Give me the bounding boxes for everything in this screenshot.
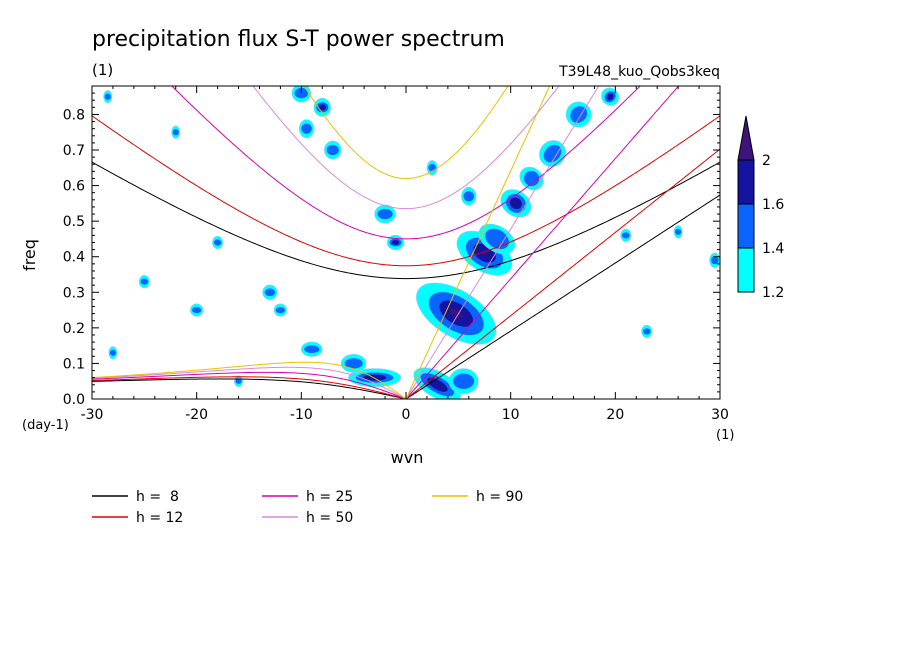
y-tick-label-4: 0.4 bbox=[63, 250, 85, 266]
contour-patch-32-level-1 bbox=[235, 378, 242, 384]
contour-patch-5-level-1 bbox=[543, 144, 562, 163]
contour-patch-2-level-1 bbox=[485, 228, 509, 250]
kelvin-line-h25 bbox=[405, 86, 680, 399]
kelvin-line-h8 bbox=[405, 194, 720, 399]
dispersion-curves bbox=[92, 86, 720, 399]
y-tick-label-2: 0.2 bbox=[63, 321, 85, 337]
contour-patch-29-level-1 bbox=[642, 328, 651, 335]
contour-patch-17-level-1 bbox=[377, 208, 393, 220]
contour-patch-13-level-1 bbox=[294, 87, 309, 99]
x-tick-label-0: -30 bbox=[81, 407, 104, 423]
contour-patch-7-level-2 bbox=[606, 93, 614, 101]
er-curve-h50 bbox=[92, 366, 407, 399]
contour-patch-15-level-1 bbox=[326, 144, 339, 156]
contour-patch-31-level-1 bbox=[172, 129, 179, 136]
contour-patch-22-level-1 bbox=[192, 307, 202, 314]
y-tick-label-5: 0.5 bbox=[63, 214, 85, 230]
y-tick-label-3: 0.3 bbox=[63, 285, 85, 301]
legend-label-h90: h = 90 bbox=[476, 489, 523, 505]
er-curve-h25 bbox=[92, 371, 407, 399]
y-tick-label-1: 0.1 bbox=[63, 356, 85, 372]
x-tick-label-6: 30 bbox=[711, 407, 729, 423]
kelvin-line-h12 bbox=[405, 148, 720, 399]
legend: h = 8 h = 12 h = 25 h = 50 h = 90 bbox=[92, 489, 523, 526]
y-tick-label-0: 0.0 bbox=[63, 392, 85, 408]
contour-patch-4-level-1 bbox=[523, 170, 540, 187]
y-axis: 0.0 0.1 0.2 0.3 0.4 0.5 0.6 0.7 0.8 bbox=[63, 92, 720, 408]
contour-patch-21-level-1 bbox=[264, 288, 276, 297]
x-tick-label-2: -10 bbox=[290, 407, 313, 423]
ig-curve-h90 bbox=[303, 86, 509, 180]
contour-patch-28-level-1 bbox=[710, 256, 719, 265]
contour-patch-33-level-1 bbox=[275, 307, 285, 314]
plot-frame bbox=[91, 85, 721, 400]
legend-label-h12: h = 12 bbox=[136, 510, 183, 526]
colorbar-segment-1 bbox=[737, 203, 755, 249]
contour-patch-24-level-1 bbox=[109, 349, 116, 356]
legend-label-h25: h = 25 bbox=[306, 489, 353, 505]
contour-patch-25-level-1 bbox=[213, 239, 222, 246]
contour-patch-0-level-3 bbox=[450, 308, 463, 319]
kelvin-line-h50 bbox=[405, 86, 600, 399]
x-tick-label-5: 20 bbox=[606, 407, 624, 423]
y-tick-label-6: 0.6 bbox=[63, 179, 85, 195]
contour-patch-26-level-1 bbox=[622, 232, 630, 239]
er-curve-h8 bbox=[92, 378, 407, 399]
y-axis-label: freq bbox=[20, 239, 39, 271]
colorbar-label-0: 1.2 bbox=[762, 285, 784, 301]
contour-patch-11-level-1 bbox=[344, 358, 363, 369]
contour-patch-30-level-1 bbox=[104, 93, 111, 100]
x-tick-label-3: 0 bbox=[402, 407, 411, 423]
ig-curve-h50 bbox=[252, 86, 560, 210]
colorbar: 1.2 1.4 1.6 2 bbox=[737, 115, 784, 301]
contour-patch-3-level-2 bbox=[509, 197, 522, 210]
er-curve-h90 bbox=[92, 361, 407, 399]
contour-patch-14-level-2 bbox=[318, 104, 326, 111]
x-unit-label: (1) bbox=[716, 428, 734, 443]
x-tick-label-4: 10 bbox=[502, 407, 520, 423]
legend-label-h50: h = 50 bbox=[306, 510, 353, 526]
contour-patch-18-level-2 bbox=[391, 240, 400, 245]
colorbar-segment-2 bbox=[737, 159, 755, 205]
contour-patches bbox=[103, 86, 720, 399]
contour-patch-27-level-1 bbox=[675, 228, 682, 235]
x-tick-label-1: -20 bbox=[185, 407, 208, 423]
kelvin-line-h90 bbox=[405, 86, 551, 399]
contour-patch-8-level-2 bbox=[427, 377, 448, 392]
colorbar-segment-0 bbox=[737, 247, 755, 293]
contour-patch-16-level-1 bbox=[301, 123, 312, 134]
colorbar-arrow bbox=[737, 115, 755, 161]
y-tick-label-7: 0.7 bbox=[63, 143, 85, 159]
y-tick-label-8: 0.8 bbox=[63, 107, 85, 123]
ig-curve-h12 bbox=[92, 115, 720, 267]
contour-patch-12-level-1 bbox=[304, 345, 320, 354]
er-curve-h12 bbox=[92, 376, 407, 399]
units-label: (1) bbox=[92, 61, 113, 79]
colorbar-label-1: 1.4 bbox=[762, 241, 784, 257]
colorbar-label-3: 2 bbox=[762, 153, 771, 169]
legend-label-h8: h = 8 bbox=[136, 489, 179, 505]
chart-title: precipitation flux S-T power spectrum bbox=[92, 27, 505, 52]
contour-patch-20-level-1 bbox=[428, 163, 436, 172]
x-axis: -30 -20 -10 0 10 20 30 bbox=[81, 86, 729, 423]
colorbar-label-2: 1.6 bbox=[762, 197, 784, 213]
contour-patch-19-level-1 bbox=[463, 191, 475, 202]
y-unit-label: (day-1) bbox=[22, 418, 69, 433]
contour-patch-6-level-1 bbox=[570, 106, 588, 123]
ig-curve-h8 bbox=[92, 161, 720, 280]
contour-patch-23-level-1 bbox=[140, 278, 149, 285]
x-axis-label: wvn bbox=[391, 448, 424, 467]
experiment-label: T39L48_kuo_Qobs3keq bbox=[558, 64, 720, 80]
ig-curve-h25 bbox=[171, 86, 641, 240]
contour-patch-9-level-1 bbox=[453, 373, 475, 389]
